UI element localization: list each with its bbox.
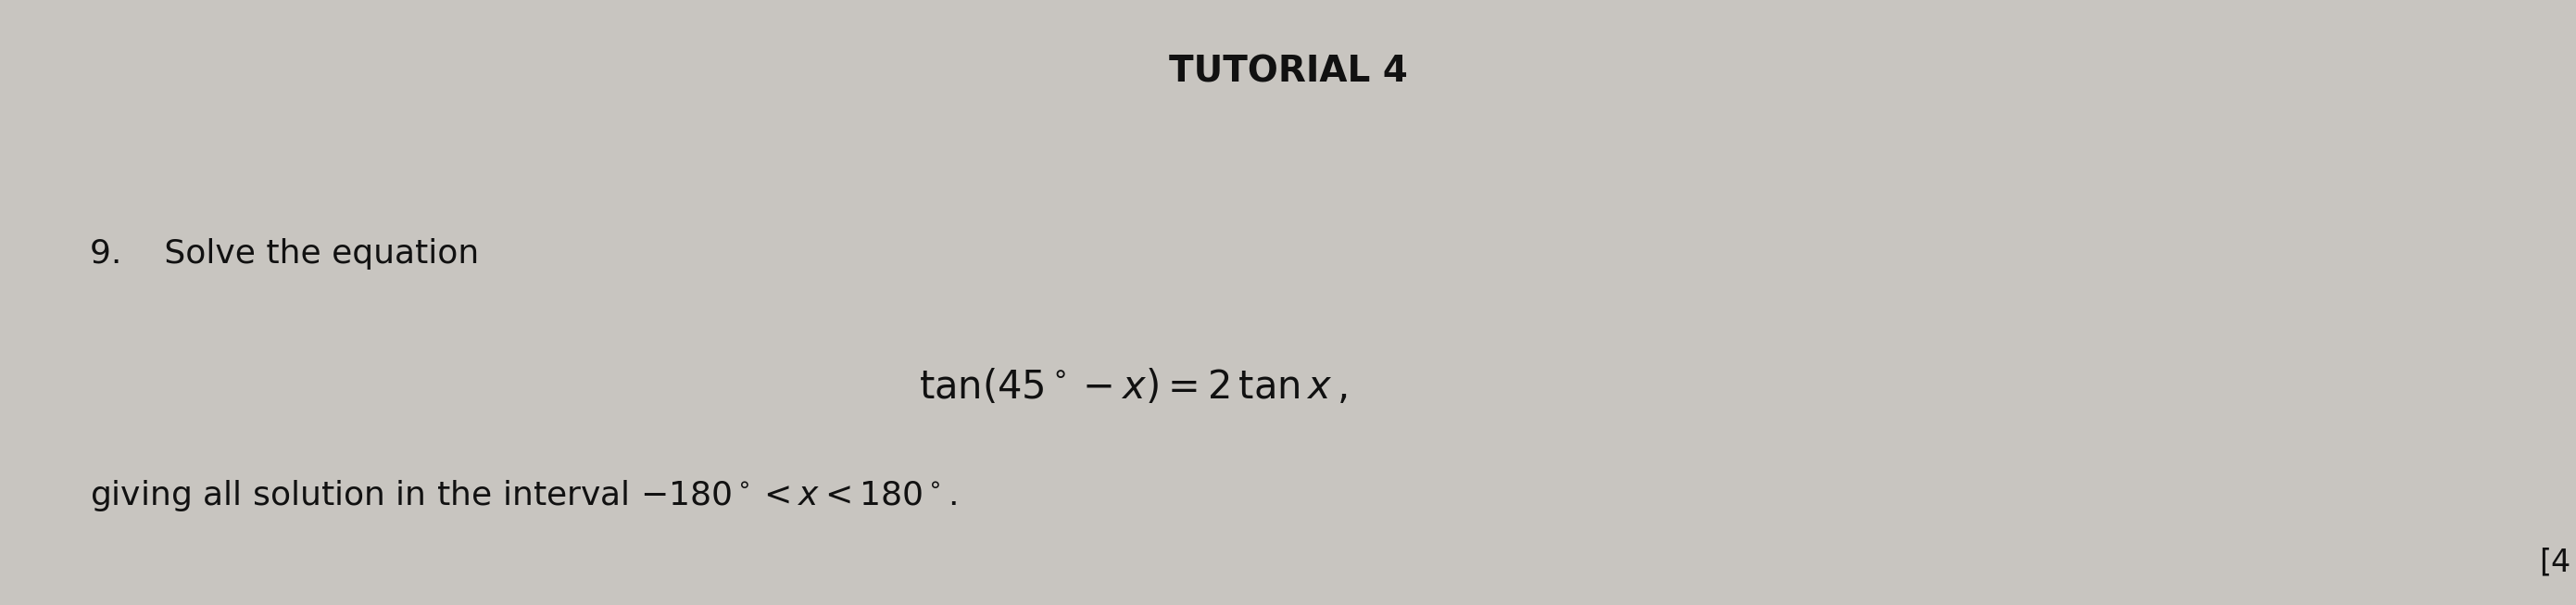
Text: TUTORIAL 4: TUTORIAL 4 bbox=[1170, 54, 1406, 90]
Text: 9.    Solve the equation: 9. Solve the equation bbox=[90, 238, 479, 270]
Text: $\mathrm{tan}(45^\circ - x) = 2\,\mathrm{tan}\, x\,,$: $\mathrm{tan}(45^\circ - x) = 2\,\mathrm… bbox=[920, 368, 1347, 407]
Text: giving all solution in the interval $-180^\circ < x < 180^\circ$.: giving all solution in the interval $-18… bbox=[90, 479, 958, 514]
Text: [4: [4 bbox=[2540, 548, 2571, 578]
